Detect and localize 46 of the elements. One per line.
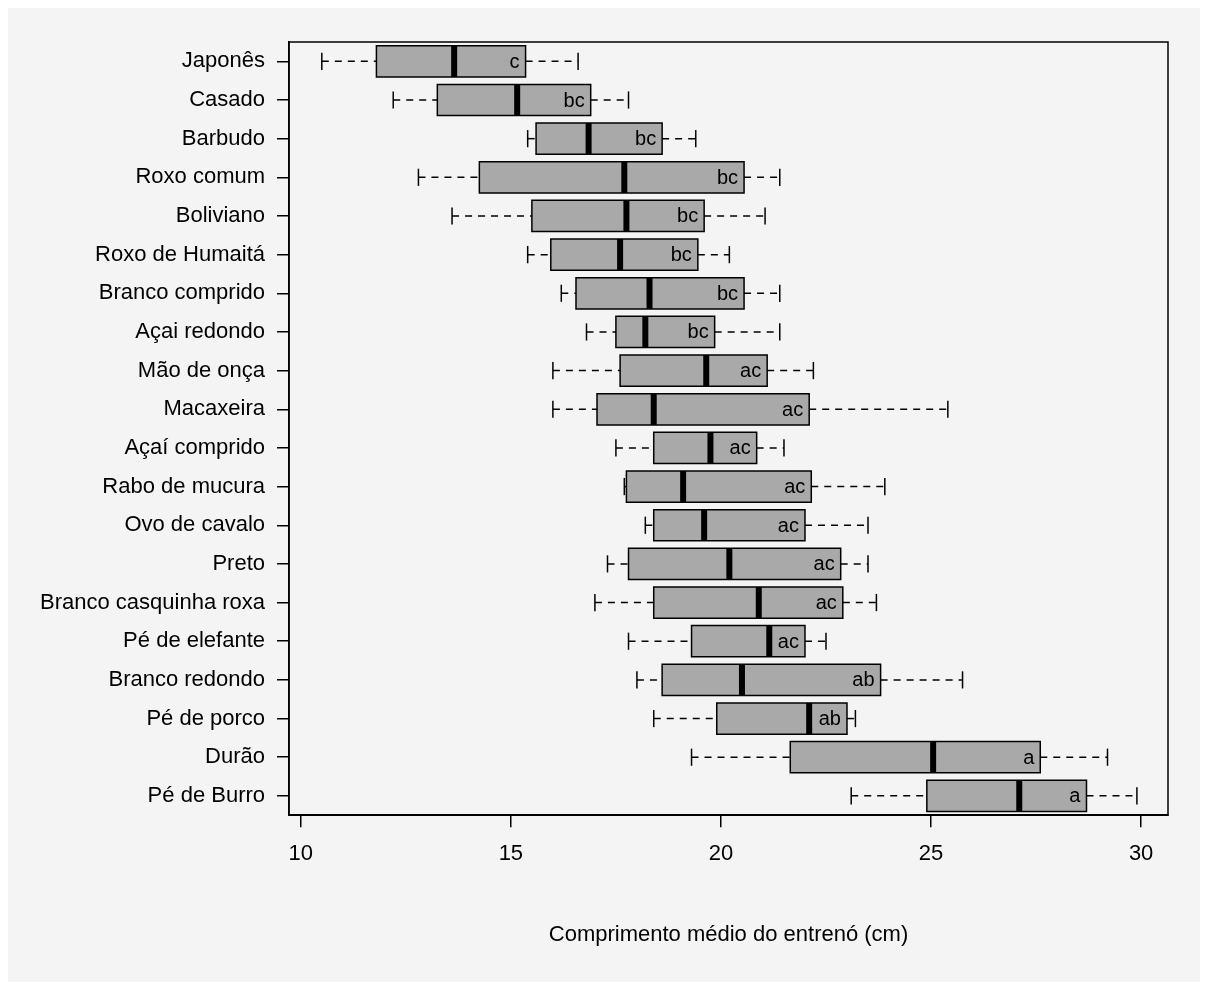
annotation: bc: [635, 127, 657, 150]
annotation: ac: [813, 552, 835, 575]
y-tick-label: Pé de porco: [146, 704, 266, 730]
annotation: ac: [784, 475, 806, 498]
annotation: bc: [677, 204, 699, 227]
y-tick-label: Japonês: [181, 47, 266, 73]
annotation: bc: [687, 320, 709, 343]
y-tick-label: Barbudo: [181, 124, 266, 150]
annotation: ac: [782, 397, 804, 420]
annotation: a: [1023, 745, 1036, 768]
annotation: ab: [852, 668, 875, 691]
y-tick-label: Roxo de Humaitá: [95, 240, 266, 266]
y-tick-label: Roxo comum: [135, 163, 266, 189]
y-tick-label: Casado: [189, 86, 266, 112]
annotation: bc: [670, 243, 692, 266]
x-axis-title: Comprimento médio do entrenó (cm): [548, 920, 909, 946]
y-tick-label: Branco comprido: [98, 279, 266, 305]
annotation: bc: [563, 88, 585, 111]
x-tick-label: 20: [708, 840, 734, 866]
annotation: bc: [716, 165, 739, 188]
y-tick-label: Preto: [212, 549, 266, 575]
y-tick-label: Boliviano: [175, 202, 266, 228]
y-tick-label: Rabo de mucura: [102, 472, 266, 498]
y-tick-label: Ovo de cavalo: [124, 511, 266, 537]
annotation: ac: [777, 513, 799, 536]
y-tick-label: Açaí comprido: [124, 433, 266, 459]
y-tick-label: Mão de onça: [137, 356, 266, 382]
y-tick-label: Açai redondo: [135, 318, 266, 344]
annotation: a: [1069, 784, 1082, 807]
y-tick-label: Pé de Burro: [147, 781, 266, 807]
annotation: ab: [818, 707, 841, 730]
annotation: ac: [740, 359, 762, 382]
annotation: c: [509, 49, 520, 72]
annotation: bc: [716, 281, 739, 304]
annotation: ac: [777, 629, 799, 652]
y-tick-label: Branco redondo: [108, 665, 266, 691]
y-tick-label: Branco casquinha roxa: [40, 588, 266, 614]
annotation: ac: [815, 591, 837, 614]
x-tick-label: 25: [918, 840, 944, 866]
x-tick-label: 15: [498, 840, 524, 866]
annotation: ac: [729, 436, 751, 459]
y-tick-label: Durão: [205, 743, 266, 769]
x-tick-label: 30: [1128, 840, 1154, 866]
y-tick-label: Macaxeira: [163, 395, 266, 421]
x-tick-label: 10: [288, 840, 314, 866]
y-tick-label: Pé de elefante: [123, 627, 266, 653]
